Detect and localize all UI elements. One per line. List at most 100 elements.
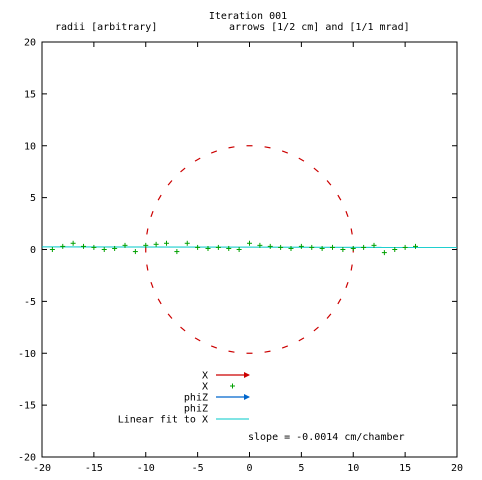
circle-arrow <box>264 146 271 149</box>
residual-point <box>60 243 66 249</box>
circle-arrow <box>194 337 201 342</box>
residual-point <box>278 244 284 250</box>
fit-line <box>41 246 458 248</box>
y-tick-label: -20 <box>18 453 36 464</box>
x-tick-label: -15 <box>85 463 103 474</box>
y-tick-label: -10 <box>18 349 36 360</box>
legend-label: phiZ <box>184 404 208 415</box>
circle-arrow <box>146 228 149 235</box>
circle-arrow <box>313 326 319 332</box>
legend-label: X <box>202 371 208 382</box>
residual-point <box>215 244 221 250</box>
circle-arrow <box>167 313 173 319</box>
residual-point <box>132 249 138 255</box>
x-tick-label: 0 <box>246 463 252 474</box>
y-tick-label: 15 <box>24 89 36 100</box>
residual-point <box>371 242 377 248</box>
circle-arrow <box>180 167 186 173</box>
axes: -20 -15 -10 -5 0 5 10 15 20 -20 -15 -10 -5 0 5 10 15 20 <box>18 38 463 475</box>
residual-point <box>257 242 263 248</box>
circle-arrow <box>228 146 235 149</box>
x-tick-label: -10 <box>137 463 155 474</box>
y-tick-label: 10 <box>24 141 36 152</box>
residual-point <box>153 241 159 247</box>
x-tick-label: -5 <box>192 463 204 474</box>
residual-point <box>309 244 315 250</box>
circle-arrow <box>194 157 201 162</box>
circle-arrow <box>298 157 305 162</box>
residual-point <box>319 245 325 251</box>
legend-label: phiZ <box>184 393 208 404</box>
slope-annotation: slope = -0.0014 cm/chamber <box>248 432 405 443</box>
residual-point <box>122 242 128 248</box>
circle-arrow <box>337 298 342 305</box>
circle-arrow <box>298 337 305 342</box>
circle-arrow <box>150 281 154 289</box>
residual-point <box>392 247 398 252</box>
circle-arrow <box>228 350 235 353</box>
residual-point <box>402 244 408 250</box>
chart-marks <box>41 145 458 354</box>
x-tick-label: 5 <box>298 463 304 474</box>
residual-point <box>164 240 169 246</box>
legend-label: Linear fit to X <box>118 415 208 426</box>
circle-arrow <box>337 194 342 201</box>
chart-title: Iteration 001 <box>209 11 287 22</box>
residual-point <box>247 240 252 246</box>
circle-arrow <box>210 150 218 154</box>
circle-arrow <box>180 326 186 332</box>
y-tick-label: -15 <box>18 401 36 412</box>
circle-arrow <box>167 180 173 186</box>
x-tick-label: 20 <box>451 463 463 474</box>
y-tick-label: 5 <box>30 193 36 204</box>
residual-point <box>340 247 346 252</box>
legend-label: X <box>202 382 208 393</box>
residual-point <box>226 245 232 251</box>
residual-point <box>361 244 367 250</box>
circle-arrow <box>313 167 319 173</box>
residual-point <box>236 247 242 252</box>
residual-point <box>195 244 201 250</box>
residual-point <box>267 243 273 249</box>
residual-point <box>49 247 55 252</box>
circle-arrow <box>326 180 332 186</box>
residual-point <box>205 245 211 251</box>
y-tick-label: 0 <box>30 245 36 256</box>
residual-point <box>288 245 294 251</box>
x-tick-label: 10 <box>347 463 359 474</box>
residual-point <box>174 249 180 255</box>
residual-point <box>70 240 76 246</box>
x-tick-label: 15 <box>399 463 411 474</box>
circle-arrow <box>264 350 271 353</box>
residual-point <box>413 243 418 249</box>
circle-arrow <box>281 345 289 349</box>
circle-arrow <box>157 298 162 305</box>
chart-subtitle-right: arrows [1/2 cm] and [1/1 mrad] <box>229 22 410 33</box>
residual-point <box>143 242 149 248</box>
circle-arrow <box>326 313 332 319</box>
residual-point <box>81 243 86 249</box>
residual-point <box>330 244 335 250</box>
circle-arrow <box>345 281 349 289</box>
circle-arrow <box>157 194 162 201</box>
circle-arrow <box>350 228 353 235</box>
residual-point <box>101 247 107 252</box>
residual-point <box>112 245 118 251</box>
chart-subtitle-left: radii [arbitrary] <box>55 22 157 33</box>
residual-point <box>350 245 356 251</box>
residual-point <box>184 240 190 246</box>
circle-arrow <box>350 264 353 271</box>
circle-arrow <box>281 150 289 154</box>
circle-arrow <box>210 345 218 349</box>
x-tick-label: -20 <box>33 463 51 474</box>
residual-point <box>298 243 304 249</box>
circle-arrow <box>345 210 349 218</box>
residual-point <box>91 244 97 250</box>
y-tick-label: -5 <box>24 297 36 308</box>
residual-point <box>381 250 387 256</box>
circle-arrow <box>146 264 149 271</box>
y-tick-label: 20 <box>24 38 36 49</box>
circle-arrow <box>150 210 154 218</box>
